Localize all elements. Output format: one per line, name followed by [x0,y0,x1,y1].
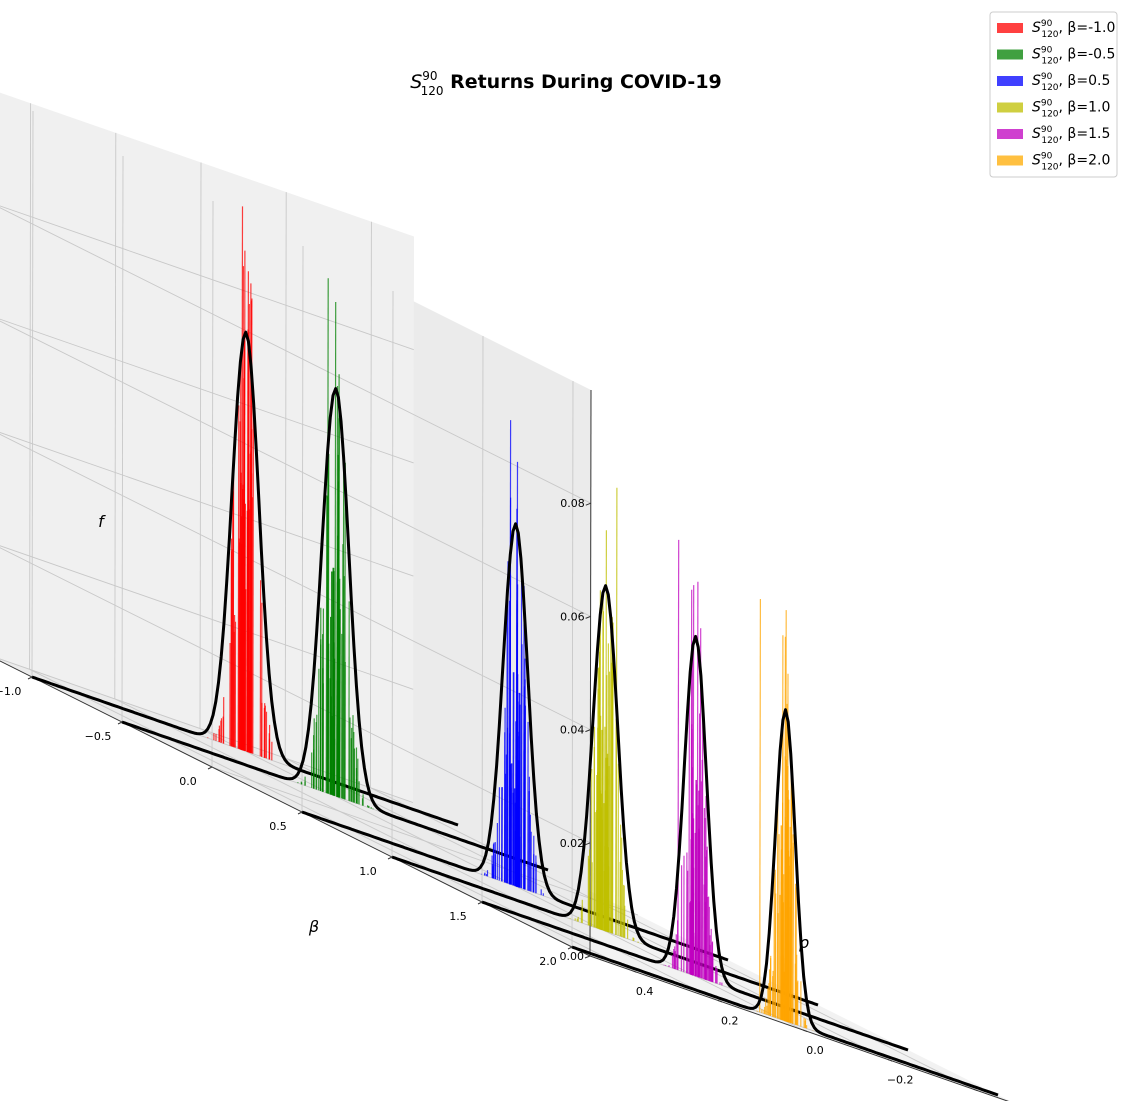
y-tick-mark [568,947,572,949]
y-tick-mark [478,902,482,904]
histogram-bar [612,622,613,933]
z-tick-label: 0.06 [560,610,585,623]
histogram-bar [253,390,254,754]
histogram-bar [678,540,679,970]
z-tick-label: 0.08 [560,497,585,510]
x-tick-label: 0.0 [806,1044,824,1057]
legend-swatch [997,156,1023,166]
legend-swatch [997,103,1023,113]
legend-swatch [997,76,1023,86]
z-tick-mark [585,956,590,958]
y-tick-label: −0.5 [85,730,112,743]
histogram-bar [328,454,329,794]
legend-swatch [997,23,1023,33]
z-tick-label: 0.04 [560,724,585,737]
y-tick-label: 1.5 [449,910,467,923]
y-axis-label: β [308,917,319,936]
y-tick-label: −1.0 [0,685,21,698]
histogram-bar [702,694,703,979]
series-5 [572,599,998,1095]
y-tick-mark [298,812,302,814]
y-tick-mark [28,677,32,679]
x-tick-label: 0.2 [721,1014,739,1027]
y-tick-label: 2.0 [539,955,557,968]
histogram-bar [689,691,690,974]
y-tick-mark [208,767,212,769]
legend-swatch [997,50,1023,60]
histogram-bar [598,689,599,929]
y-tick-mark [388,857,392,859]
histogram-bar [244,499,245,750]
x-axis-label: ρ [799,933,809,952]
histogram-bars [659,540,734,990]
histogram-bar [521,562,522,888]
y-tick-label: 0.0 [179,775,197,788]
y-tick-label: 1.0 [359,865,377,878]
y-tick-label: 0.5 [269,820,287,833]
legend-swatch [997,129,1023,139]
z-tick-label: 0.02 [560,837,585,850]
x-tick-label: −0.2 [887,1074,914,1087]
histogram-bar [760,599,761,1012]
back-pane [0,89,414,803]
histogram-bar [238,405,239,748]
z-tick-label: 0.00 [560,950,585,963]
x-tick-label: 0.4 [636,985,654,998]
y-tick-mark [118,722,122,724]
